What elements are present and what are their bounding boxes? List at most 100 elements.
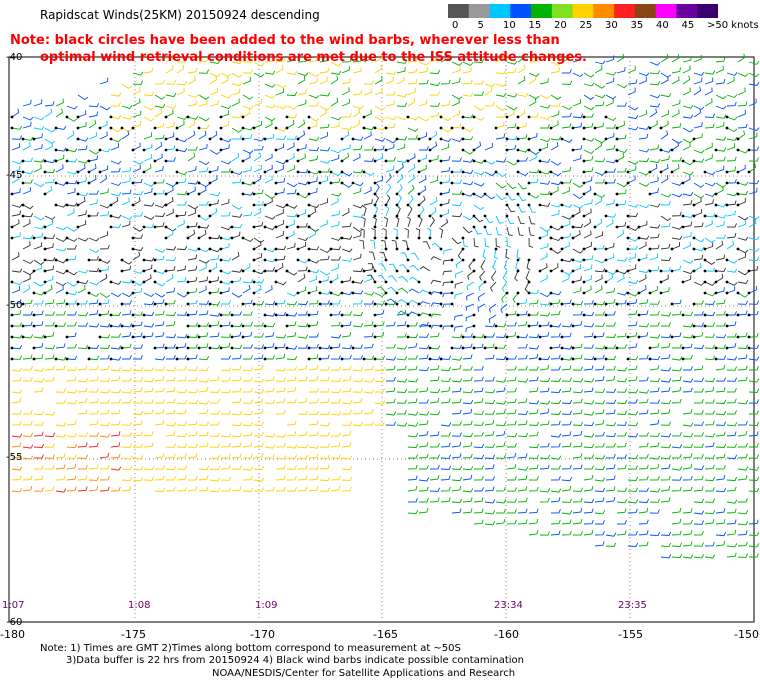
wind-barb (726, 101, 737, 107)
wind-barb (737, 292, 749, 298)
wind-barb (693, 209, 702, 217)
wind-barb (693, 486, 704, 492)
wind-barb (583, 355, 595, 361)
quality-flag-circle (87, 258, 91, 262)
quality-flag-circle (604, 258, 608, 262)
quality-flag-circle (439, 357, 443, 361)
quality-flag-circle (340, 313, 344, 317)
wind-barb (715, 57, 726, 63)
wind-barb (462, 169, 474, 174)
wind-barb (430, 279, 442, 284)
wind-barb (638, 464, 649, 470)
wind-barb (55, 108, 64, 118)
wind-barb (77, 344, 89, 350)
wind-barb (398, 275, 409, 283)
quality-flag-circle (186, 313, 190, 317)
wind-barb (726, 143, 736, 151)
wind-barb (88, 175, 97, 184)
wind-barb (682, 508, 693, 514)
wind-barb (605, 132, 615, 140)
wind-barb (209, 199, 219, 206)
wind-barb (165, 333, 177, 339)
quality-flag-circle (340, 137, 344, 141)
wind-barb (440, 398, 451, 404)
quality-flag-circle (54, 357, 58, 361)
wind-barb (605, 344, 617, 349)
colorbar-swatch (634, 4, 657, 18)
quality-flag-circle (241, 192, 245, 196)
wind-barb (638, 398, 649, 404)
quality-flag-circle (736, 170, 740, 174)
wind-barb (154, 153, 163, 162)
wind-barb (594, 285, 603, 294)
quality-flag-circle (252, 181, 256, 185)
wind-barb (11, 344, 23, 350)
wind-barb (616, 291, 628, 296)
wind-barb (506, 463, 517, 470)
wind-barb (110, 367, 122, 372)
time-label-2: 1:08 (128, 600, 151, 611)
wind-barb (418, 366, 430, 372)
wind-barb (330, 388, 342, 394)
wind-barb (209, 454, 221, 459)
quality-flag-circle (736, 148, 740, 152)
wind-barb (286, 312, 298, 317)
quality-flag-circle (208, 214, 212, 218)
wind-barb (198, 215, 210, 221)
quality-flag-circle (186, 346, 190, 350)
wind-barb (341, 152, 350, 162)
wind-barb (748, 81, 760, 86)
wind-barb (352, 377, 364, 383)
quality-flag-circle (648, 346, 652, 350)
quality-flag-circle (32, 313, 36, 317)
wind-barb (396, 116, 408, 121)
wind-barb (77, 442, 88, 448)
quality-flag-circle (274, 247, 278, 251)
wind-barb (297, 242, 306, 250)
wind-barb (286, 153, 295, 162)
wind-barb (671, 530, 682, 536)
wind-barb (352, 231, 362, 239)
wind-barb (165, 80, 176, 85)
wind-barb (198, 475, 209, 481)
wind-barb (726, 156, 737, 162)
wind-barb (198, 259, 210, 264)
wind-barb (242, 105, 254, 110)
wind-barb (308, 286, 318, 294)
wind-barb (198, 167, 209, 173)
wind-barb (319, 464, 330, 470)
wind-barb (726, 443, 738, 448)
quality-flag-circle (54, 148, 58, 152)
wind-barb (88, 102, 100, 108)
wind-barb (671, 356, 683, 361)
wind-barb (682, 213, 694, 218)
wind-barb (594, 83, 606, 89)
wind-barb (220, 105, 232, 110)
wind-barb (154, 487, 166, 493)
wind-barb (660, 399, 672, 405)
quality-flag-circle (703, 247, 707, 251)
wind-barb (264, 444, 276, 449)
quality-flag-circle (340, 170, 344, 174)
wind-barb (704, 300, 716, 305)
quality-flag-circle (296, 170, 300, 174)
wind-barb (187, 186, 196, 195)
wind-barb (242, 133, 253, 140)
wind-barb (649, 188, 659, 195)
wind-barb (473, 171, 485, 176)
wind-barb (242, 237, 254, 243)
wind-barb (638, 519, 649, 525)
wind-barb (649, 432, 661, 437)
wind-barb (110, 127, 122, 133)
wind-barb (715, 234, 726, 239)
wind-barb (66, 188, 76, 195)
wind-barb (506, 237, 512, 248)
wind-barb (264, 331, 275, 338)
wind-barb (11, 355, 23, 360)
quality-flag-circle (175, 214, 179, 218)
wind-barb (426, 227, 432, 239)
quality-flag-circle (263, 203, 267, 207)
wind-barb (715, 65, 724, 74)
quality-flag-circle (21, 335, 25, 339)
quality-flag-circle (395, 302, 399, 306)
